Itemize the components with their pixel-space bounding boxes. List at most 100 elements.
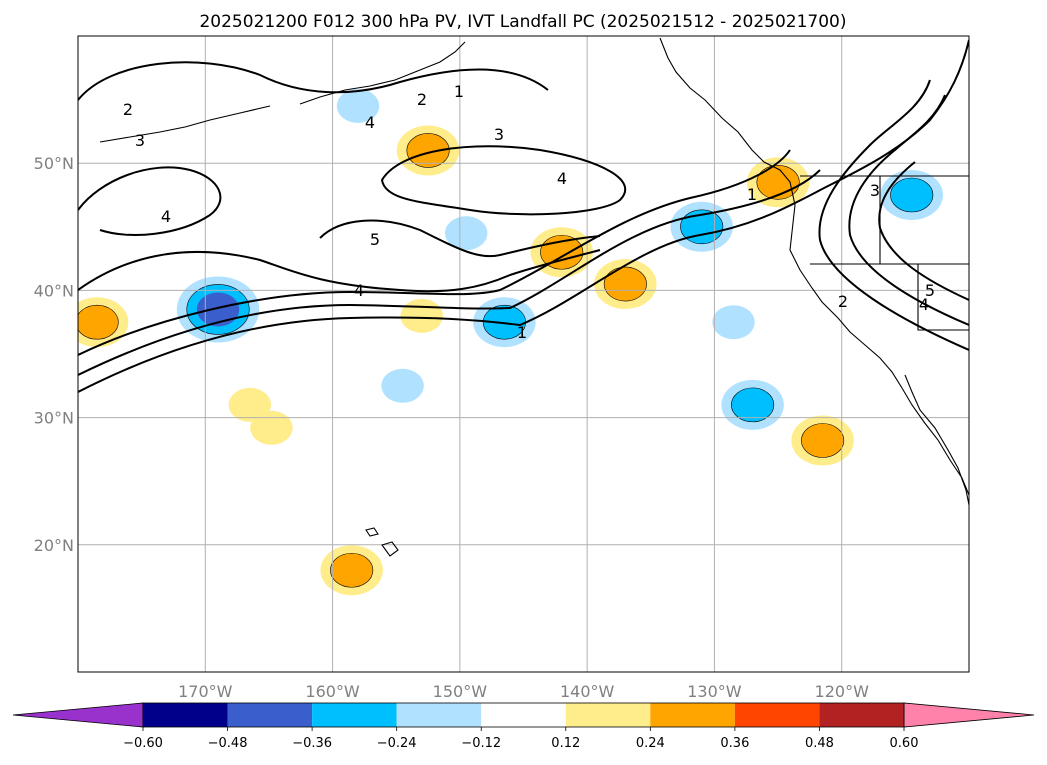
- pv-contour-north: [78, 61, 549, 101]
- colorbar-segment: [650, 703, 735, 727]
- contour-label-2b: 2: [123, 100, 133, 119]
- colorbar-tick-label: 0.48: [805, 736, 834, 751]
- pv-contours: [78, 39, 969, 393]
- anomaly-contour: [731, 387, 775, 423]
- colorbar-segment: [312, 703, 397, 727]
- lon-tick-label: 170°W: [178, 682, 233, 701]
- pv-contour-west: [78, 166, 222, 236]
- anomaly-blob: [176, 276, 260, 343]
- pv-contour-4: [78, 249, 601, 293]
- anomaly-blob: [880, 170, 943, 220]
- colorbar: −0.60 −0.48 −0.36 −0.24 −0.12 0.12 0.24 0.36 0.4…: [12, 702, 1035, 751]
- contour-label-4e: 4: [919, 295, 929, 314]
- contour-label-5b: 5: [925, 281, 935, 300]
- colorbar-segment: [734, 703, 820, 727]
- anomaly-contour: [801, 423, 845, 458]
- colorbar-tick-label: 0.60: [890, 736, 919, 751]
- contour-label-3: 3: [494, 125, 504, 144]
- anomaly-blob: [791, 415, 854, 466]
- anomaly-contour: [890, 177, 934, 213]
- contour-label-1b: 1: [747, 185, 757, 204]
- contour-label-1: 1: [517, 323, 527, 342]
- anomaly-contour: [680, 209, 724, 245]
- anomaly-contour: [336, 88, 380, 123]
- coastline-baja: [904, 374, 969, 506]
- pv-contour-east-a: [818, 79, 969, 351]
- anomaly-contour: [406, 133, 450, 168]
- lat-tick-label: 40°N: [34, 281, 74, 300]
- anomaly-blob: [228, 387, 272, 422]
- anomaly-contour: [381, 368, 424, 403]
- lon-tick-label: 130°W: [687, 682, 742, 701]
- colorbar-segment: [227, 703, 313, 727]
- colorbar-tick-label: −0.36: [292, 736, 332, 751]
- anomaly-contour: [712, 305, 755, 340]
- coastline-aleutians: [99, 105, 271, 143]
- colorbar-segment: [481, 703, 566, 727]
- anomaly-blob: [336, 88, 380, 123]
- contour-label-4b: 4: [354, 281, 364, 300]
- anomaly-blob: [381, 368, 424, 403]
- hawaii-maui: [365, 527, 379, 537]
- colorbar-tick-label: −0.48: [208, 736, 248, 751]
- anomaly-blob: [444, 216, 488, 251]
- map-area: 1 1 1 2 2 2 3 3 3 4 4 4 4 4 5 5: [77, 35, 970, 673]
- colorbar-tick-label: −0.12: [461, 736, 501, 751]
- lat-tick-label: 50°N: [34, 154, 74, 173]
- contour-label-4c: 4: [365, 113, 375, 132]
- hawaii-big-island: [381, 541, 399, 557]
- coastline-alaska: [299, 41, 466, 105]
- colorbar-extend-min: [12, 702, 144, 728]
- anomaly-contour: [444, 216, 488, 251]
- chart-title: 2025021200 F012 300 hPa PV, IVT Landfall…: [199, 12, 846, 32]
- contour-label-3c: 3: [870, 181, 880, 200]
- colorbar-extend-max: [903, 702, 1035, 728]
- anomaly-contour: [603, 266, 647, 302]
- colorbar-segment: [565, 703, 651, 727]
- anomaly-contour: [196, 292, 240, 327]
- anomaly-blob: [396, 125, 460, 176]
- anomaly-contour: [330, 552, 374, 588]
- contour-label-3b: 3: [135, 131, 145, 150]
- colorbar-tick-label: 0.24: [636, 736, 665, 751]
- coastline-north-america: [659, 37, 969, 496]
- anomaly-blob: [746, 157, 810, 208]
- lon-tick-label: 140°W: [560, 682, 615, 701]
- contour-label-4: 4: [161, 207, 171, 226]
- anomaly-blob: [320, 545, 383, 596]
- colorbar-segment: [396, 703, 482, 727]
- state-border-3: [917, 264, 969, 331]
- colorbar-segment: [819, 703, 904, 727]
- contour-label-2: 2: [417, 90, 427, 109]
- anomaly-contour: [228, 387, 272, 422]
- colorbar-tick-label: −0.60: [123, 736, 163, 751]
- pv-contour-east-b: [848, 94, 969, 326]
- anomaly-contour: [78, 304, 119, 340]
- pv-contour-3: [78, 149, 791, 356]
- colorbar-segment: [143, 703, 228, 727]
- lon-tick-label: 120°W: [815, 682, 870, 701]
- coastlines: [99, 37, 969, 557]
- colorbar-frame: [142, 702, 905, 728]
- pv-contour-2: [78, 169, 821, 376]
- contour-label-5: 5: [370, 230, 380, 249]
- map-background: [78, 36, 969, 672]
- pv-contour-east-c: [878, 161, 969, 301]
- anomaly-blob: [721, 379, 784, 430]
- map-frame: [77, 35, 970, 673]
- anomaly-blob: [670, 201, 733, 252]
- contour-label-4d: 4: [557, 169, 567, 188]
- contour-label-2c: 2: [838, 292, 848, 311]
- anomaly-blob: [78, 297, 129, 348]
- anomaly-blob: [712, 305, 755, 340]
- contour-label-1c: 1: [454, 82, 464, 101]
- colorbar-tick-label: 0.12: [551, 736, 580, 751]
- lon-tick-label: 150°W: [433, 682, 488, 701]
- anomaly-blob: [400, 298, 443, 333]
- pv-contour-ridge: [380, 145, 627, 216]
- pv-contour-labels: 1 1 1 2 2 2 3 3 3 4 4 4 4 4 5 5: [123, 82, 935, 342]
- colorbar-tick-label: −0.24: [377, 736, 417, 751]
- colorbar-tick-label: 0.36: [720, 736, 749, 751]
- gridlines: [78, 36, 969, 672]
